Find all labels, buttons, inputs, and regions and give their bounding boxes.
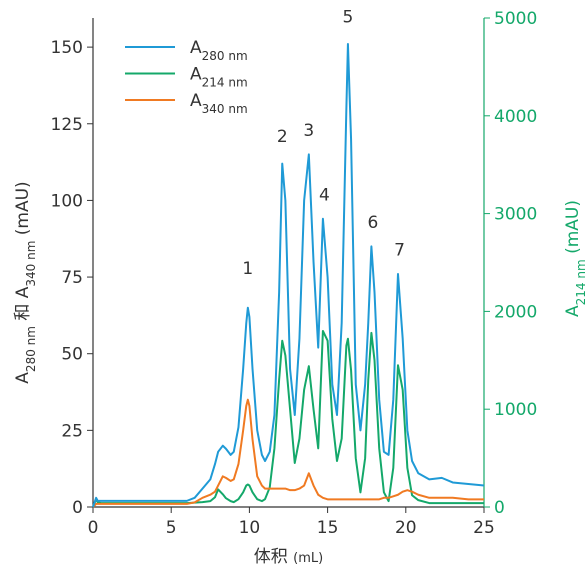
- y-axis-label-part: (mAU): [13, 181, 33, 240]
- x-tick-label: 20: [395, 518, 417, 538]
- y-axis-label-part: 280 nm: [24, 326, 38, 372]
- legend-label: A340 nm: [190, 91, 248, 116]
- peak-label: 2: [277, 127, 288, 147]
- y2-axis-label: A214 nm (mAU): [563, 200, 588, 317]
- y2-axis-label-part: (mAU): [563, 200, 583, 259]
- y2-tick-label: 5000: [494, 9, 537, 29]
- y-tick-label: 75: [61, 268, 83, 288]
- peak-label: 6: [368, 213, 379, 233]
- y2-tick-label: 3000: [494, 205, 537, 225]
- y2-tick-label: 1000: [494, 400, 537, 420]
- series-line: [92, 43, 485, 508]
- x-tick-label: 25: [473, 518, 495, 538]
- y-axis-label: A280 nm 和 A340 nm (mAU): [13, 181, 38, 383]
- legend-label: A214 nm: [190, 65, 248, 90]
- legend-subscript: 280 nm: [202, 49, 248, 63]
- series-line: [92, 329, 484, 508]
- series-line: [92, 398, 484, 508]
- x-axis-label: 体积 (mL): [254, 547, 323, 566]
- y-tick-label: 150: [51, 38, 83, 58]
- y2-tick-label: 2000: [494, 302, 537, 322]
- peak-label: 3: [303, 121, 314, 141]
- legend-name: A: [190, 38, 202, 58]
- x-axis-label-part: 体积: [254, 547, 293, 566]
- y2-tick-label: 0: [494, 498, 505, 518]
- y2-axis-label-part: A: [563, 305, 583, 317]
- x-tick-label: 0: [88, 518, 99, 538]
- y-tick-label: 0: [72, 498, 83, 518]
- peak-label: 4: [319, 185, 330, 205]
- y-axis-label-part: A: [13, 372, 33, 384]
- peak-label: 5: [343, 8, 354, 28]
- y-tick-label: 100: [51, 191, 83, 211]
- y-axis-label-part: 340 nm: [24, 241, 38, 287]
- y-axis-label-part: 和 A: [13, 286, 33, 326]
- x-tick-label: 5: [166, 518, 177, 538]
- legend-subscript: 340 nm: [202, 102, 248, 116]
- y-tick-label: 50: [61, 345, 83, 365]
- peak-label: 7: [394, 241, 405, 261]
- y2-axis-label-part: 214 nm: [574, 259, 588, 305]
- x-tick-label: 10: [239, 518, 261, 538]
- x-tick-label: 15: [317, 518, 339, 538]
- y-tick-label: 125: [51, 115, 83, 135]
- peak-label: 1: [242, 259, 253, 279]
- y2-tick-label: 4000: [494, 107, 537, 127]
- y-tick-label: 25: [61, 421, 83, 441]
- legend-subscript: 214 nm: [202, 76, 248, 90]
- legend-name: A: [190, 65, 202, 85]
- legend-label: A280 nm: [190, 38, 248, 63]
- legend-name: A: [190, 91, 202, 111]
- x-axis-label-part: (mL): [293, 551, 323, 566]
